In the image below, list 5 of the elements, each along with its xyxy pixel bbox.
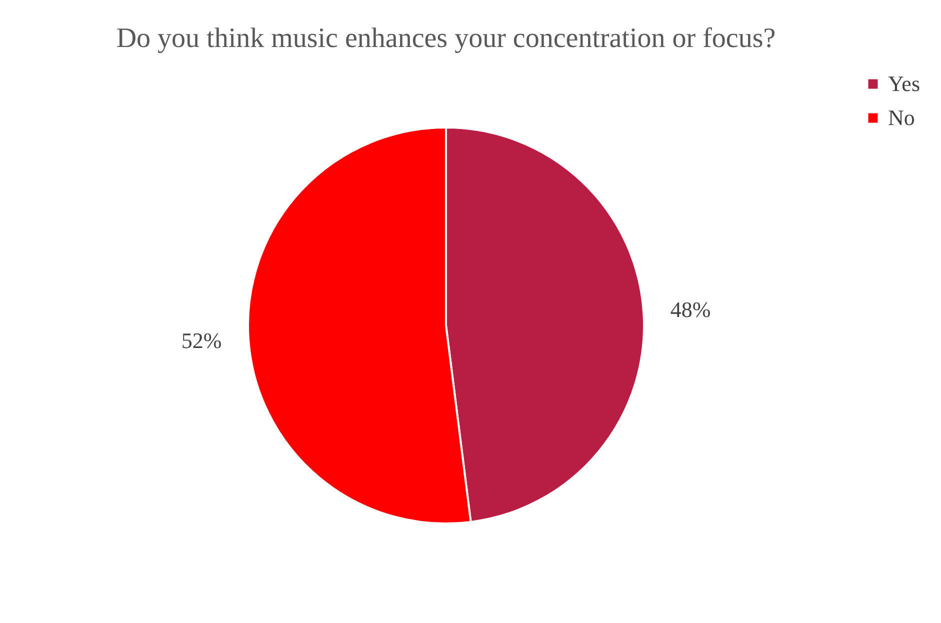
data-label: 48% bbox=[670, 297, 711, 322]
legend-label: Yes bbox=[888, 71, 920, 96]
legend-label: No bbox=[888, 105, 915, 130]
data-label: 52% bbox=[181, 328, 222, 353]
chart-title: Do you think music enhances your concentration or focus? bbox=[116, 23, 776, 54]
